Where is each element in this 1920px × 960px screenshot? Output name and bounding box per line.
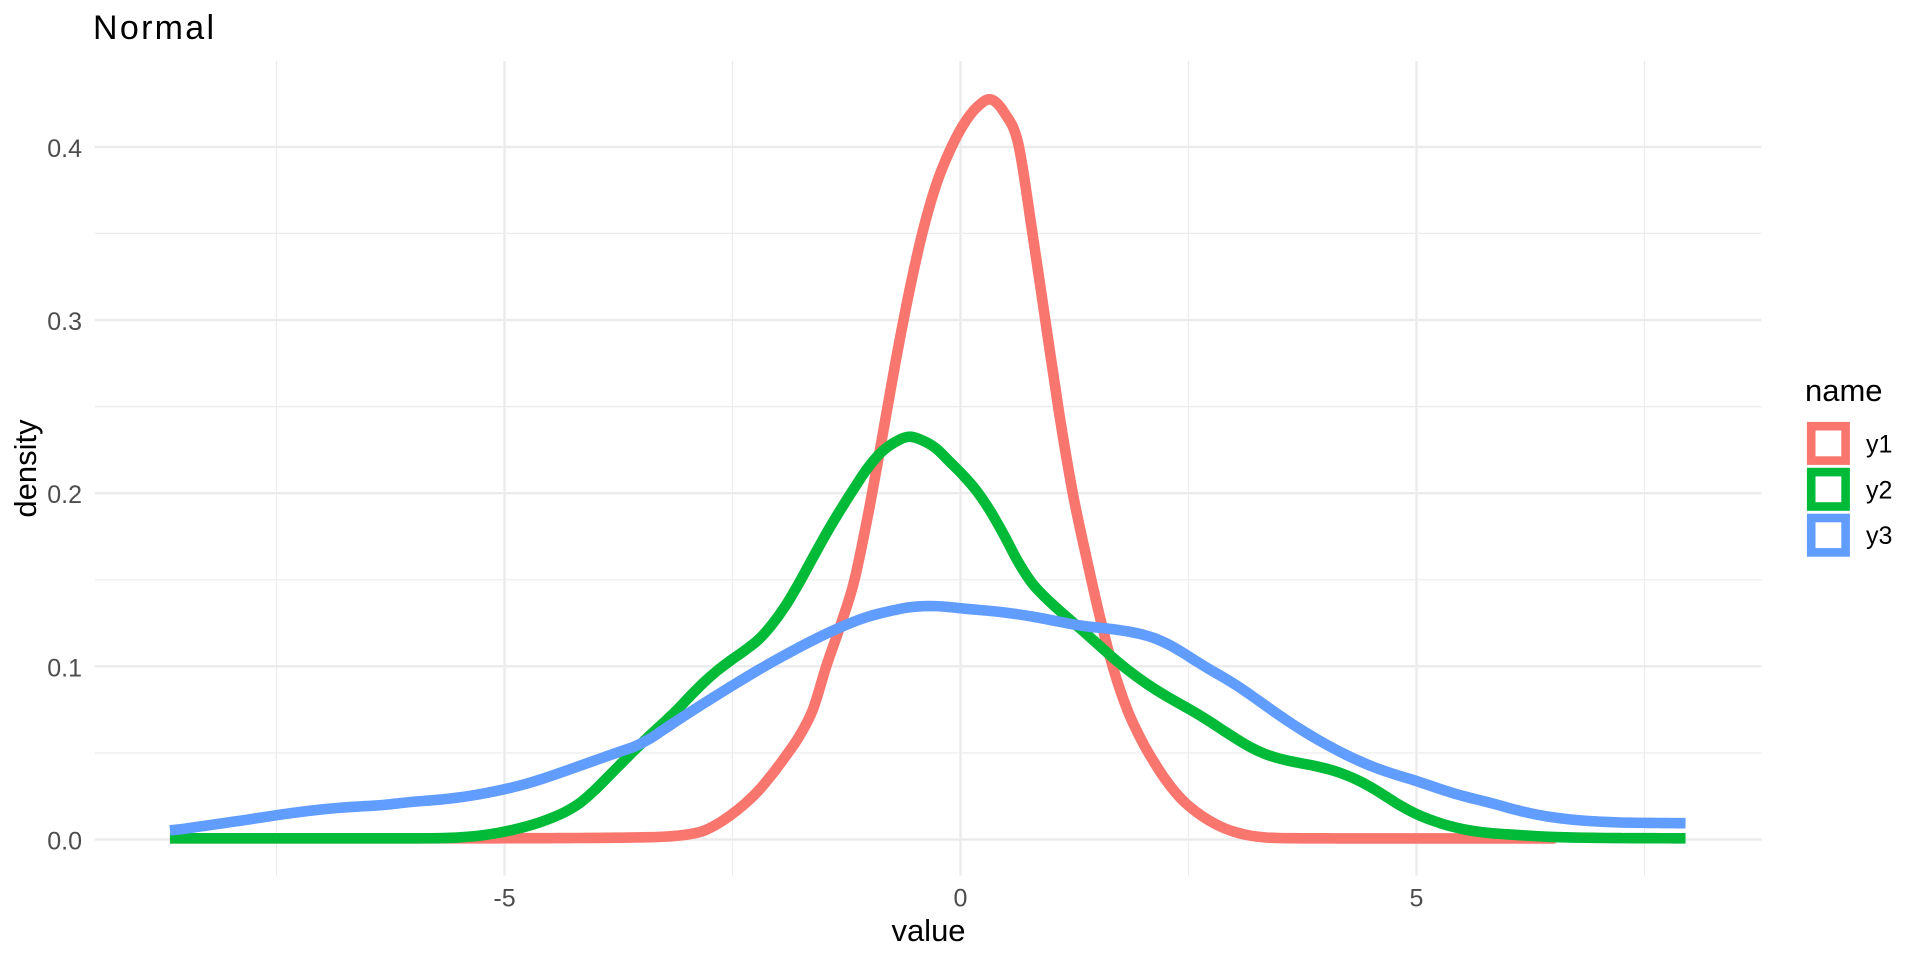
- legend-label: y3: [1866, 522, 1892, 550]
- grid-minor-lines: [94, 61, 1762, 876]
- legend: name y1 y2 y3: [1805, 373, 1892, 557]
- legend-entry: y1: [1806, 421, 1892, 465]
- y-tick-label: 0.2: [47, 481, 82, 509]
- density-curve-y2: [169, 431, 1686, 844]
- y-tick-label: 0.0: [47, 828, 82, 856]
- legend-key-y1: [1806, 421, 1850, 465]
- density-curves: [169, 94, 1686, 844]
- y-axis-tick-labels: 0.0 0.1 0.2 0.3 0.4: [47, 135, 82, 856]
- legend-label: y2: [1866, 476, 1892, 504]
- legend-key-y2: [1806, 467, 1850, 511]
- y-axis-title: density: [8, 419, 43, 518]
- legend-keys: y1 y2 y3: [1806, 421, 1892, 557]
- x-tick-label: -5: [493, 885, 515, 913]
- x-axis-title: value: [891, 913, 965, 948]
- legend-entry: y3: [1806, 513, 1892, 557]
- y-tick-label: 0.1: [47, 654, 82, 682]
- legend-title: name: [1805, 373, 1883, 408]
- density-curve-y3: [169, 600, 1686, 836]
- y-tick-label: 0.3: [47, 308, 82, 336]
- x-axis-tick-labels: -5 0 5: [493, 885, 1423, 913]
- plot-title: Normal: [93, 9, 216, 47]
- legend-entry: y2: [1806, 467, 1892, 511]
- legend-key-y3: [1806, 513, 1850, 557]
- x-tick-label: 5: [1410, 885, 1424, 913]
- x-tick-label: 0: [954, 885, 968, 913]
- legend-label: y1: [1866, 430, 1892, 458]
- y-tick-label: 0.4: [47, 135, 82, 163]
